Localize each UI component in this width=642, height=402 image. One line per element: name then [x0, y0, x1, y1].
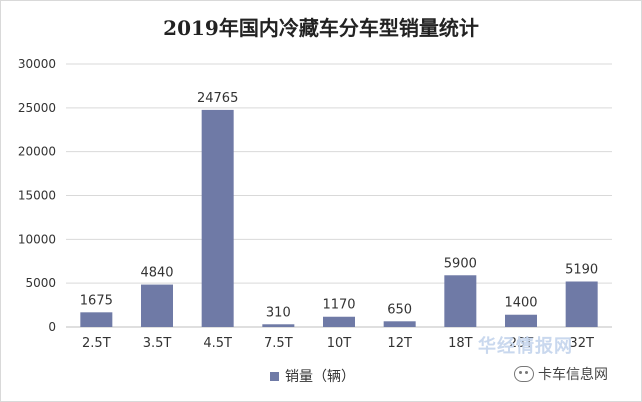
- bar: [323, 316, 355, 327]
- data-label: 1400: [504, 296, 537, 311]
- x-tick-label: 25T: [509, 336, 534, 351]
- watermark-wechat: 卡车信息网: [514, 364, 608, 384]
- watermark-wechat-label: 卡车信息网: [538, 367, 608, 383]
- x-tick-label: 18T: [448, 336, 473, 351]
- legend-swatch: [270, 371, 279, 381]
- bar: [141, 284, 173, 327]
- data-label: 4840: [140, 266, 173, 281]
- data-label: 1170: [322, 298, 355, 313]
- y-tick-label: 20000: [18, 145, 56, 159]
- data-label: 5190: [565, 263, 598, 278]
- bar: [262, 324, 295, 327]
- y-tick-label: 5000: [25, 276, 56, 290]
- y-tick-label: 25000: [18, 101, 56, 115]
- x-tick-label: 32T: [569, 336, 594, 351]
- x-tick-label: 7.5T: [264, 336, 293, 351]
- y-tick-label: 15000: [18, 189, 56, 203]
- bar: [201, 109, 234, 328]
- legend: 销量（辆）: [270, 366, 355, 386]
- bar: [444, 275, 477, 327]
- data-label: 310: [266, 305, 291, 320]
- x-tick-label: 10T: [327, 336, 352, 351]
- y-tick-label: 0: [48, 320, 56, 334]
- data-label: 1675: [80, 293, 113, 308]
- x-tick-label: 3.5T: [143, 336, 172, 351]
- data-label: 24765: [197, 91, 238, 106]
- legend-label: 销量（辆）: [285, 369, 355, 385]
- bar: [505, 314, 537, 327]
- data-label: 5900: [444, 256, 477, 271]
- wechat-icon: [514, 366, 534, 382]
- bar: [383, 321, 416, 327]
- x-tick-label: 4.5T: [203, 336, 232, 351]
- y-tick-label: 30000: [18, 57, 56, 71]
- y-tick-label: 10000: [18, 232, 56, 246]
- data-label: 650: [387, 302, 412, 317]
- x-tick-label: 2.5T: [82, 336, 111, 351]
- watermark-site: 华经情报网: [478, 336, 573, 357]
- bar: [80, 312, 113, 327]
- x-tick-label: 12T: [387, 336, 412, 351]
- bar: [565, 281, 598, 327]
- chart-title: 2019年国内冷藏车分车型销量统计: [163, 16, 479, 40]
